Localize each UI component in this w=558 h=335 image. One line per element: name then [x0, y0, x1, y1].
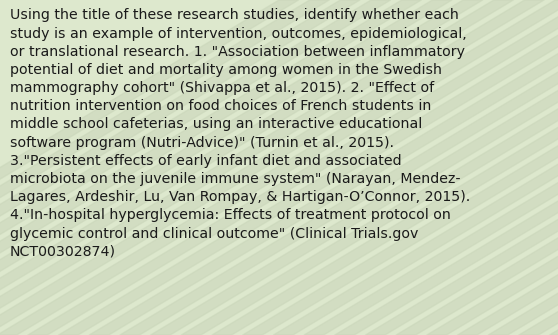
Text: Using the title of these research studies, identify whether each
study is an exa: Using the title of these research studie…	[10, 8, 470, 259]
